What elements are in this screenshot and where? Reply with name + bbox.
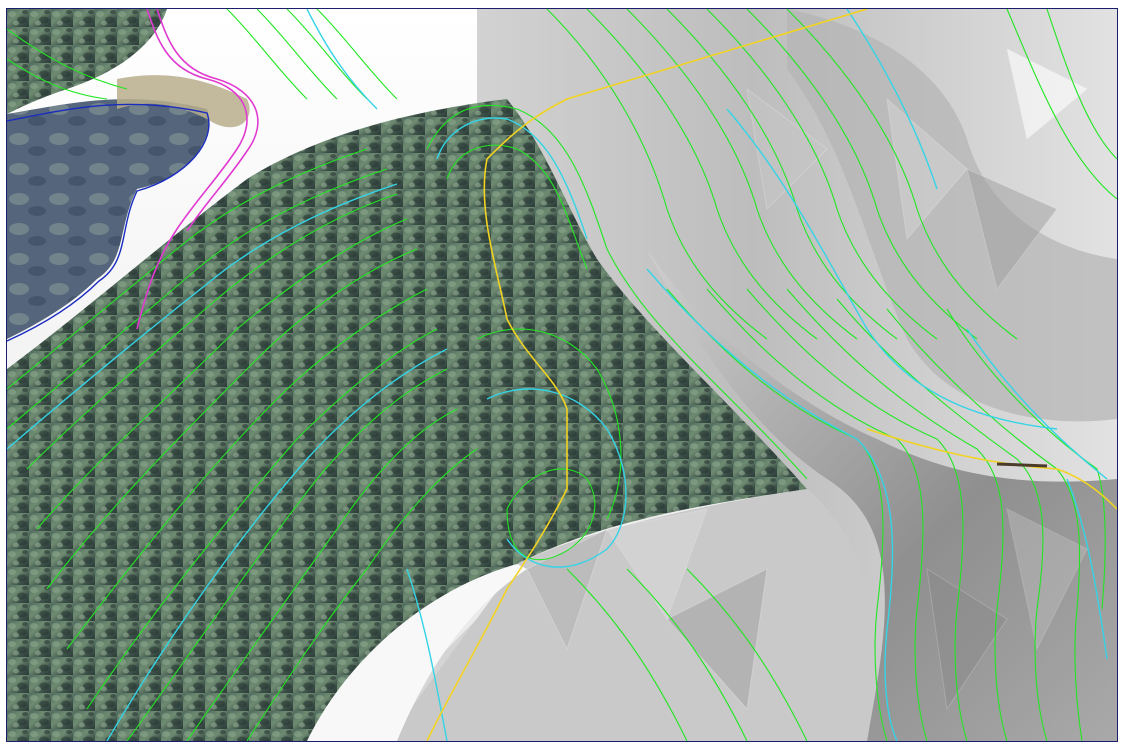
imagery-shore — [117, 75, 250, 128]
road-line — [136, 9, 259, 330]
shoreline — [7, 103, 210, 342]
imagery-forest-draped[interactable] — [7, 99, 807, 741]
imagery-lake — [7, 99, 209, 339]
contour-lines-minor — [7, 9, 1117, 741]
terrain-ridge-shade — [787, 9, 1117, 422]
survey-point-marker[interactable] — [551, 495, 559, 503]
ridge-line — [426, 9, 1117, 741]
road-segment-marker — [996, 462, 1048, 468]
imagery-forest-topleft — [7, 9, 167, 114]
terrain-facets — [526, 48, 1088, 711]
terrain-scene[interactable] — [7, 9, 1117, 741]
terrain-3d-viewport[interactable] — [6, 8, 1118, 742]
terrain-foreground-slope — [387, 489, 875, 741]
terrain-gap — [307, 564, 527, 741]
contour-lines-major — [7, 9, 1108, 741]
